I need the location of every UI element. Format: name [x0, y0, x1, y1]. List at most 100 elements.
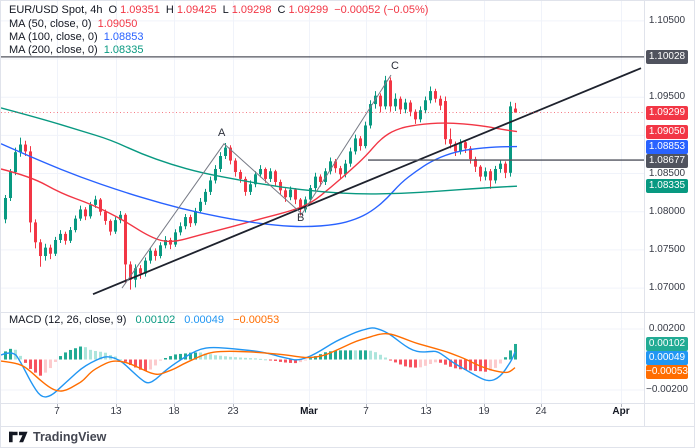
macd-histogram-bar	[54, 359, 57, 362]
candle-body	[219, 156, 222, 169]
ohlc-high-value: 1.09425	[176, 4, 217, 16]
candle-body	[474, 159, 477, 167]
macd-histogram-bar	[29, 359, 32, 369]
macd-histogram-bar	[279, 359, 282, 362]
macd-histogram-bar	[399, 359, 402, 365]
ma100-value: 1.08853	[103, 30, 144, 43]
abc-zigzag-line[interactable]	[121, 74, 392, 289]
candle-body	[239, 172, 242, 179]
ma200-legend[interactable]: MA (200, close, 0) 1.08335	[9, 44, 143, 57]
candle-body	[144, 260, 147, 274]
candle-body	[514, 108, 517, 113]
ma100-badge: 1.08853	[646, 139, 688, 154]
candle-body	[79, 209, 82, 219]
macd-histogram-bar	[349, 350, 352, 360]
macd-histogram-bar	[459, 359, 462, 370]
candle-body	[209, 180, 212, 192]
change-readout: −0.00052 (−0.05%)	[334, 4, 429, 16]
candle-body	[29, 151, 32, 223]
ma200-line[interactable]	[1, 107, 518, 195]
ma50-badge: 1.09050	[646, 124, 688, 139]
macd-histogram-bar	[504, 357, 507, 360]
candle-body	[449, 139, 452, 144]
macd-histogram-bar	[484, 359, 487, 372]
candle-body	[479, 166, 482, 177]
macd-histogram-bar	[149, 359, 152, 370]
macd-histogram-bar	[69, 349, 72, 360]
candle-body	[489, 171, 492, 181]
macd-signal-badge: −0.00053	[646, 364, 688, 379]
macd-histogram-bar	[194, 352, 197, 360]
macd-histogram-bar	[4, 351, 7, 360]
pattern-point-label-a[interactable]: A	[218, 127, 226, 139]
macd-histogram-bar	[84, 347, 87, 360]
candle-body	[149, 250, 152, 261]
ma100-line[interactable]	[1, 143, 518, 228]
candle-body	[284, 190, 287, 198]
candle-body	[119, 214, 122, 221]
macd-histogram-bar	[249, 358, 252, 360]
candle-body	[9, 172, 12, 198]
pattern-point-label-b[interactable]: B	[297, 212, 305, 224]
candle-body	[99, 199, 102, 212]
candle-body	[459, 142, 462, 152]
candle-body	[454, 143, 457, 152]
macd-histogram-bar	[129, 359, 132, 365]
drawings-layer[interactable]	[1, 56, 644, 296]
macd-histogram-bar	[139, 359, 142, 370]
candle-body	[69, 230, 72, 241]
macd-histogram-bar	[269, 359, 272, 361]
macd-histogram-bar	[299, 359, 302, 363]
macd-histogram-bar	[239, 357, 242, 360]
macd-histogram-bar	[9, 348, 12, 360]
candle-body	[199, 201, 202, 211]
ma100-legend[interactable]: MA (100, close, 0) 1.08853	[9, 31, 143, 44]
macd-histogram-bar	[494, 359, 497, 368]
ohlc-open-value: 1.09351	[120, 4, 160, 16]
candle-body	[289, 189, 292, 198]
ma200-value: 1.08335	[103, 43, 144, 56]
candle-body	[184, 217, 187, 227]
ascending-trendline[interactable]	[92, 67, 642, 296]
macd-histogram-bar	[209, 354, 212, 360]
macd-histogram-bar	[119, 359, 122, 361]
candle-body	[204, 191, 207, 202]
ma50-legend[interactable]: MA (50, close, 0) 1.09050	[9, 18, 137, 31]
candle-body	[234, 160, 237, 173]
candle-body	[164, 239, 167, 246]
level-badge: 1.08677	[646, 153, 688, 168]
candle-body	[464, 142, 467, 149]
symbol-legend[interactable]: EUR/USD Spot, 4h O 1.09351 H 1.09425 L 1.09298…	[9, 4, 428, 17]
time-label: 24	[535, 406, 547, 417]
macd-histogram-bar	[324, 352, 327, 360]
candle-body	[369, 104, 372, 126]
macd-histogram-bar	[79, 346, 82, 360]
candles-layer	[4, 75, 517, 290]
candle-body	[339, 168, 342, 175]
level-badge: 1.10028	[646, 49, 688, 64]
macd-histogram-bar	[34, 359, 37, 373]
macd-histogram-bar	[359, 350, 362, 360]
macd-histogram-bar	[379, 354, 382, 360]
candle-body	[404, 102, 407, 110]
last-price-badge: 1.09299	[646, 105, 688, 120]
macd-legend[interactable]: MACD (12, 26, close, 9) 0.00102 0.00049 …	[9, 314, 279, 327]
candle-body	[54, 239, 57, 254]
candle-body	[104, 211, 107, 221]
candle-body	[179, 226, 182, 233]
candle-body	[394, 98, 397, 107]
candle-body	[509, 106, 512, 173]
price-tick-label: 1.10500	[648, 14, 686, 26]
tradingview-attribution[interactable]: TradingView	[9, 430, 106, 444]
candle-body	[419, 110, 422, 120]
candle-body	[49, 247, 52, 254]
macd-histogram-bar	[259, 358, 262, 360]
ma50-line[interactable]	[1, 122, 518, 243]
pattern-point-label-c[interactable]: C	[391, 60, 399, 72]
macd-histogram-bar	[479, 359, 482, 372]
candle-body	[329, 161, 332, 172]
macd-histogram-bar	[284, 359, 287, 363]
macd-histogram-bar	[384, 357, 387, 360]
macd-pane[interactable]	[1, 327, 517, 398]
